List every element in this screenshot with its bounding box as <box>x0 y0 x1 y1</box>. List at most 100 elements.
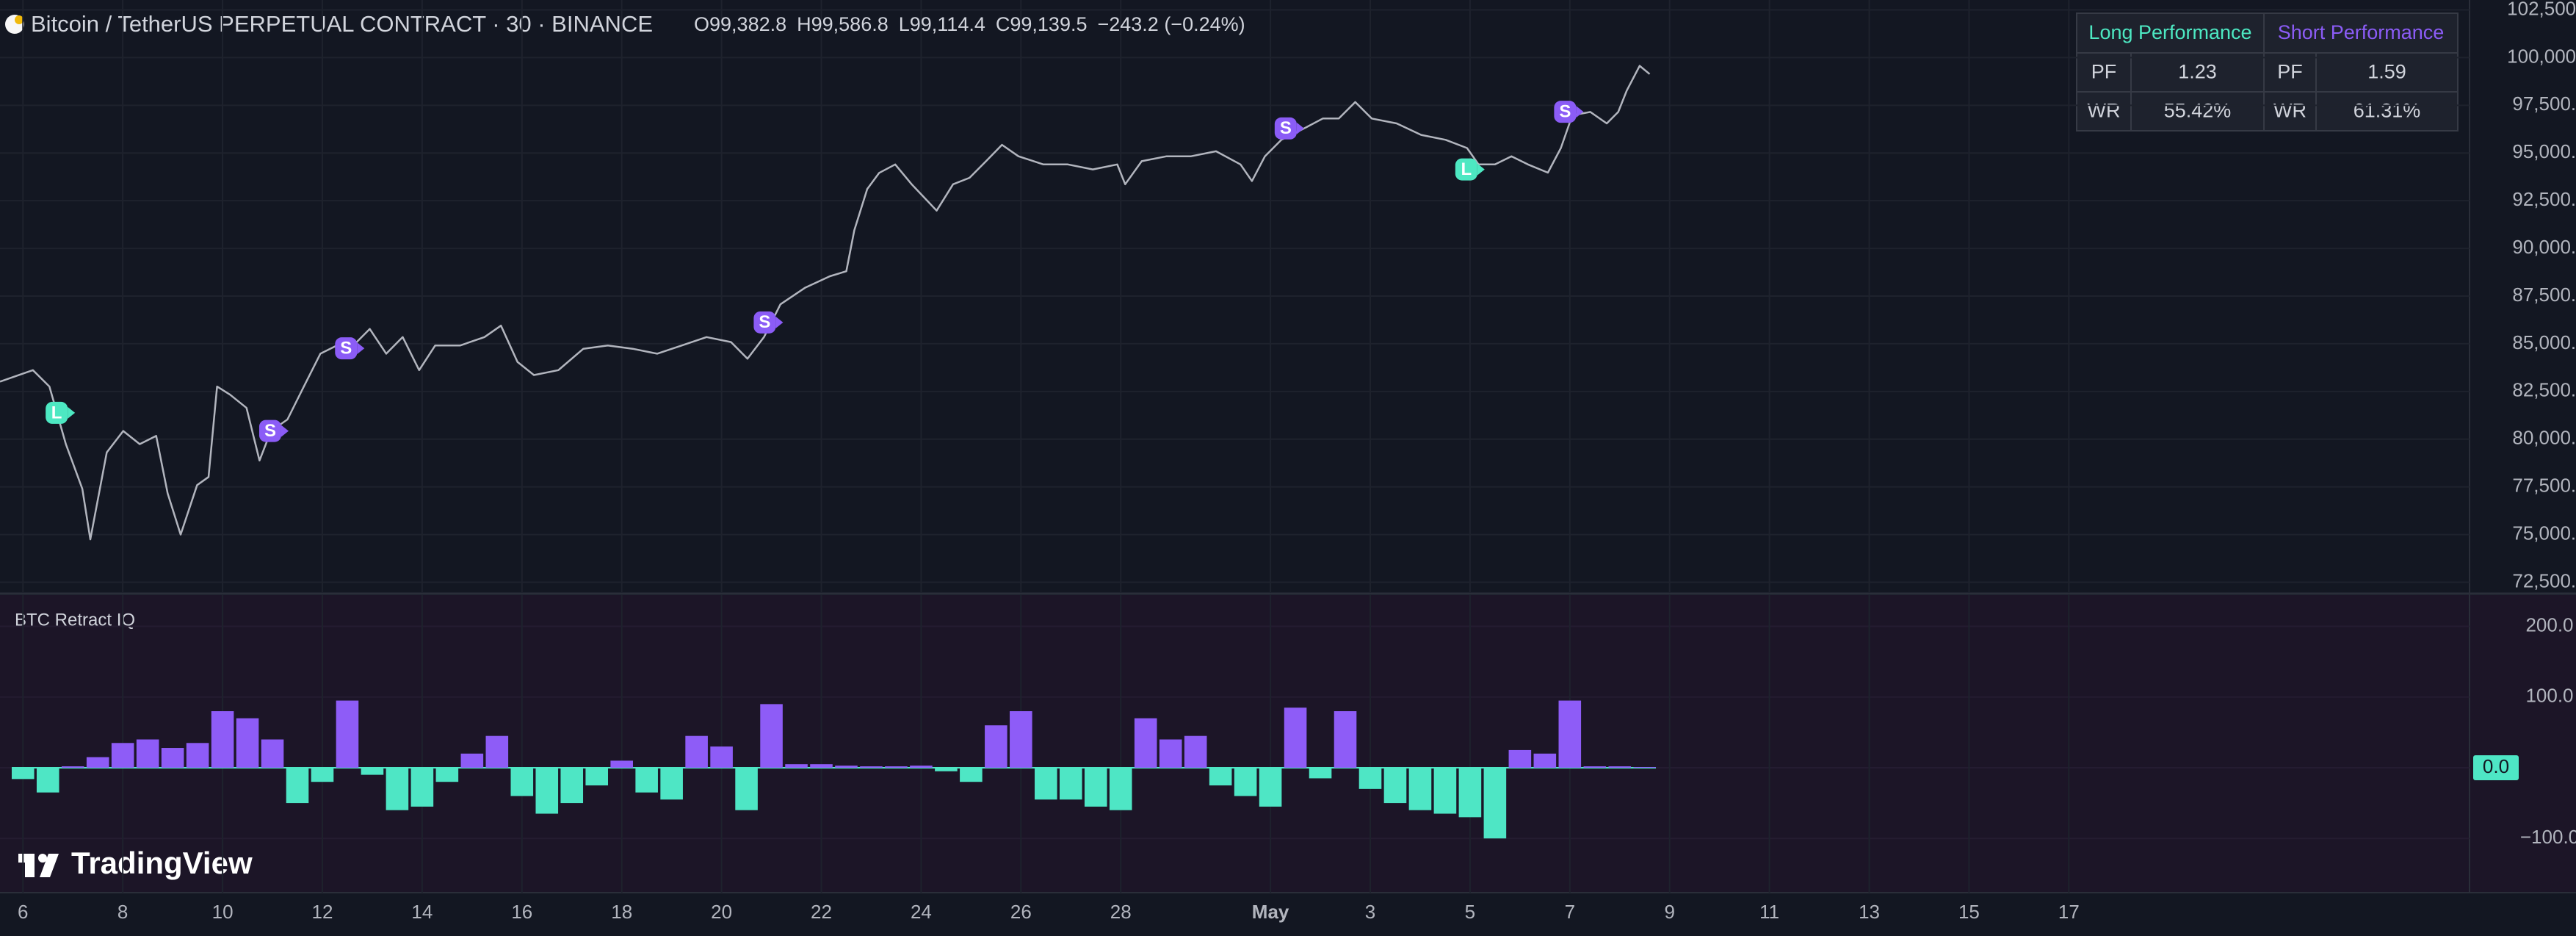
histogram-bar <box>1608 766 1632 768</box>
current-value-box <box>2473 755 2519 780</box>
histogram-bar <box>286 767 309 804</box>
histogram-bar <box>510 767 534 796</box>
histogram-bar <box>1284 708 1307 768</box>
table-cell: 61.31% <box>2354 100 2421 122</box>
logo-mark <box>40 854 59 877</box>
y-tick-label: 90,000.0 <box>2512 236 2576 258</box>
signal-label: S <box>340 338 352 358</box>
x-tick-label: May <box>1252 901 1289 923</box>
ohlc-value: 99,382.8 <box>709 13 786 35</box>
signal-label: L <box>1461 159 1472 179</box>
signal-label: S <box>759 312 770 332</box>
y-tick-label: 200.0 <box>2525 613 2573 636</box>
histogram-bar <box>1309 767 1332 779</box>
histogram-bar <box>560 767 584 804</box>
x-tick-label: 28 <box>1110 901 1132 923</box>
table-cell: WR <box>2088 100 2121 122</box>
histogram-bar <box>660 767 683 800</box>
table-bg <box>2076 12 2459 132</box>
histogram-bar <box>186 743 209 768</box>
table-cell: 55.42% <box>2164 100 2232 122</box>
x-tick-label: 15 <box>1958 901 1980 923</box>
histogram-bar <box>1383 767 1407 804</box>
table-cell: PF <box>2091 61 2117 83</box>
signal-arrow <box>281 425 289 437</box>
signal-marker <box>753 311 776 334</box>
histogram-bar <box>361 767 384 775</box>
price-line <box>0 65 1651 541</box>
histogram-bar <box>910 766 933 768</box>
ohlc-value: 99,586.8 <box>811 13 889 35</box>
signal-label: S <box>264 421 276 441</box>
y-tick-label: 102,500.0 <box>2507 0 2576 19</box>
histogram-bar <box>1533 753 1557 768</box>
histogram-bar <box>1159 739 1182 768</box>
x-tick-label: 16 <box>511 901 532 923</box>
histogram-bar <box>810 764 833 768</box>
labels: 72,500.0 75,000.0 77,500.0 80,000.0 82,500.0… <box>18 0 2576 923</box>
signal-label: L <box>51 403 62 422</box>
histogram-bar <box>710 746 733 768</box>
x-tick-label: 14 <box>411 901 433 923</box>
histogram-bar <box>1084 767 1107 807</box>
table-cell: PF <box>2277 61 2303 83</box>
histogram-bar <box>410 767 434 807</box>
histogram-bar <box>1010 710 1032 768</box>
histogram-bar <box>311 767 334 782</box>
y-tick-label: −100.0 <box>2520 826 2576 848</box>
signal-marker <box>46 401 68 424</box>
table-header: Long Performance <box>2088 21 2251 43</box>
signal-marker <box>1455 158 1477 181</box>
histogram-bar <box>1433 767 1457 814</box>
histogram-bar <box>1583 766 1607 768</box>
x-tick-label: 6 <box>18 901 28 923</box>
table-cell: 1.59 <box>2367 61 2406 83</box>
histogram-bar <box>61 766 84 768</box>
histogram-bar <box>985 725 1007 768</box>
histogram-bar <box>1035 767 1057 800</box>
y-tick-label: 75,000.0 <box>2512 522 2576 544</box>
histogram-bar <box>835 766 858 768</box>
histogram-bar <box>1558 700 1582 768</box>
y-tick-label: 87,500.0 <box>2512 284 2576 306</box>
histogram-bar <box>1633 767 1657 768</box>
histogram-bar <box>885 766 908 768</box>
y-tick-label: 100,000.0 <box>2507 45 2576 67</box>
signal-arrow <box>1296 122 1304 134</box>
x-tick-label: 22 <box>811 901 832 923</box>
signal-arrow <box>68 406 76 419</box>
x-tick-label: 13 <box>1859 901 1880 923</box>
histogram-bar <box>386 767 409 810</box>
y-tick-label: 0.0 <box>2483 755 2509 777</box>
x-tick-label: 17 <box>2058 901 2080 923</box>
y-tick-label: 97,500.0 <box>2512 93 2576 115</box>
histogram-bar <box>1334 710 1357 768</box>
ohlc: O99,382.8 H99,586.8 L99,114.4 C99,139.5 −243… <box>694 13 1245 35</box>
histogram-bar <box>1259 767 1282 807</box>
y-tick-label: 95,000.0 <box>2512 140 2576 162</box>
histogram-bar <box>1408 767 1432 810</box>
histogram-bar <box>485 735 509 768</box>
histogram-bar <box>211 710 234 768</box>
histogram-bar <box>960 767 983 782</box>
histogram-bar <box>1458 767 1482 818</box>
histogram-bar <box>585 767 609 786</box>
x-tick-label: 26 <box>1010 901 1032 923</box>
ohlc-change: −243.2 (−0.24%) <box>1097 13 1245 35</box>
ohlc-key: L <box>899 13 910 35</box>
signal-label: S <box>1559 102 1571 122</box>
signal-arrow <box>357 342 365 355</box>
y-tick-label: 82,500.0 <box>2512 379 2576 401</box>
ohlc-value: 99,114.4 <box>910 13 985 35</box>
x-tick-label: 10 <box>212 901 234 923</box>
x-tick-label: 3 <box>1365 901 1375 923</box>
signal-marker <box>1274 117 1297 140</box>
table-cell: 1.23 <box>2178 61 2217 83</box>
histogram-bar <box>610 760 633 768</box>
logo-mark <box>25 854 35 877</box>
histogram-bar <box>11 767 35 780</box>
histogram-bar <box>1358 767 1382 789</box>
histogram-bar <box>86 757 109 768</box>
histogram-bar <box>261 739 284 768</box>
